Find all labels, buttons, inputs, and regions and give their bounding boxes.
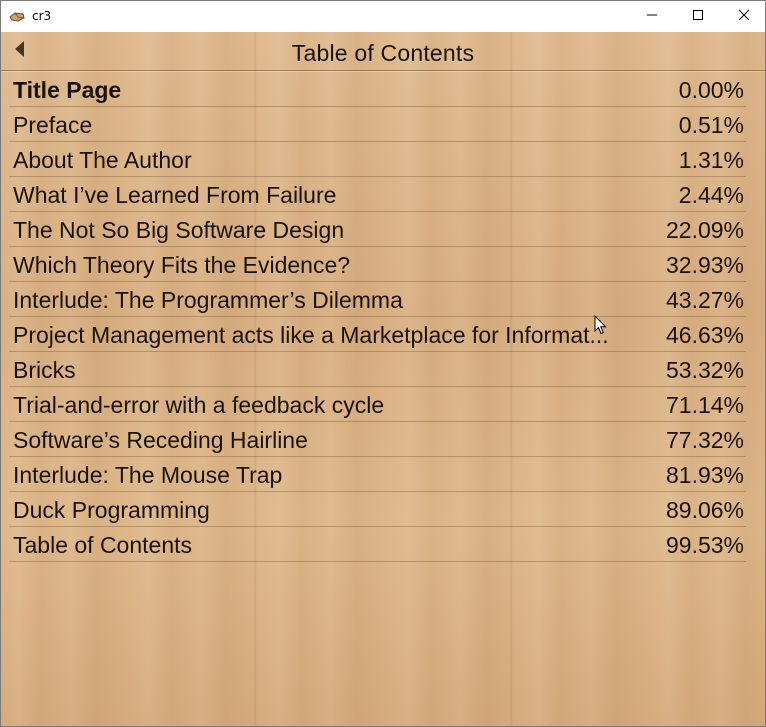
toc-item-title: Bricks <box>13 357 76 383</box>
reader-area: Table of Contents Title Page 0.00% Preface… <box>1 32 765 726</box>
toc-item-percent: 1.31% <box>678 147 744 173</box>
minimize-icon <box>646 8 658 26</box>
close-button[interactable] <box>721 1 765 32</box>
toc-item-title: About The Author <box>13 147 192 173</box>
toc-item[interactable]: Interlude: The Programmer’s Dilemma 43.27… <box>9 282 746 317</box>
toc-item-title: Title Page <box>13 77 122 103</box>
toc-item[interactable]: What I’ve Learned From Failure 2.44% <box>9 177 746 212</box>
back-arrow-icon <box>12 39 26 64</box>
toc-item-title: Which Theory Fits the Evidence? <box>13 252 351 278</box>
toc-item[interactable]: Duck Programming 89.06% <box>9 492 746 527</box>
toc-item-title: Software’s Receding Hairline <box>13 427 308 453</box>
toc-item-percent: 81.93% <box>665 462 744 488</box>
toc-item-percent: 77.32% <box>665 427 744 453</box>
toc-item-title: Trial-and-error with a feedback cycle <box>13 392 385 418</box>
toc-item-percent: 89.06% <box>665 497 744 523</box>
toc-item-percent: 0.51% <box>678 112 744 138</box>
toc-item-percent: 53.32% <box>665 357 744 383</box>
toc-item-percent: 71.14% <box>665 392 744 418</box>
toc-header: Table of Contents <box>1 32 765 71</box>
mouse-cursor-icon <box>594 315 607 335</box>
toc-item-title: Interlude: The Programmer’s Dilemma <box>13 287 403 313</box>
toc-item-percent: 99.53% <box>665 532 744 558</box>
toc-item-title: Interlude: The Mouse Trap <box>13 462 283 488</box>
toc-item-title: Preface <box>13 112 93 138</box>
toc-item-percent: 46.63% <box>665 322 744 348</box>
toc-item[interactable]: Interlude: The Mouse Trap 81.93% <box>9 457 746 492</box>
title-bar[interactable]: cr3 <box>1 1 765 32</box>
maximize-icon <box>692 8 704 26</box>
maximize-button[interactable] <box>675 1 721 32</box>
toc-item[interactable]: Preface 0.51% <box>9 107 746 142</box>
toc-item-title: What I’ve Learned From Failure <box>13 182 337 208</box>
toc-item[interactable]: Bricks 53.32% <box>9 352 746 387</box>
toc-item[interactable]: Software’s Receding Hairline 77.32% <box>9 422 746 457</box>
toc-item[interactable]: About The Author 1.31% <box>9 142 746 177</box>
close-icon <box>738 8 750 26</box>
page-title: Table of Contents <box>291 40 475 66</box>
toc-item-percent: 32.93% <box>665 252 744 278</box>
toc-item[interactable]: The Not So Big Software Design 22.09% <box>9 212 746 247</box>
toc-item-title: Duck Programming <box>13 497 210 523</box>
toc-item[interactable]: Project Management acts like a Marketpla… <box>9 317 746 352</box>
toc-item-percent: 2.44% <box>678 182 744 208</box>
toc-item-title: Table of Contents <box>13 532 193 558</box>
toc-item-title: Project Management acts like a Marketpla… <box>13 322 609 348</box>
toc-item[interactable]: Which Theory Fits the Evidence? 32.93% <box>9 247 746 282</box>
toc-item-percent: 43.27% <box>665 287 744 313</box>
toc-item[interactable]: Title Page 0.00% <box>9 72 746 107</box>
window-title: cr3 <box>32 9 52 23</box>
toc-item[interactable]: Table of Contents 99.53% <box>9 527 746 562</box>
toc-item[interactable]: Trial-and-error with a feedback cycle 71.… <box>9 387 746 422</box>
toc-item-percent: 0.00% <box>678 77 744 103</box>
back-button[interactable] <box>1 32 37 70</box>
toc-item-title: The Not So Big Software Design <box>13 217 345 243</box>
toc-list: Title Page 0.00% Preface 0.51% About The Aut… <box>9 72 746 562</box>
cr3-app-icon <box>9 10 25 22</box>
minimize-button[interactable] <box>629 1 675 32</box>
toc-item-percent: 22.09% <box>665 217 744 243</box>
